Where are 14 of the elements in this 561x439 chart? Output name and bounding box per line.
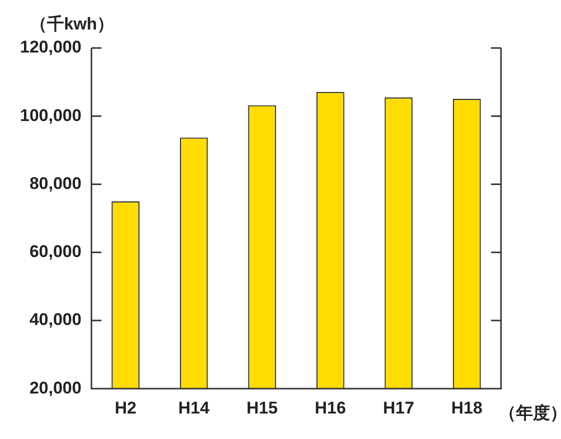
- x-axis-title: （年度）: [499, 403, 561, 422]
- y-tick-label: 20,000: [29, 378, 82, 398]
- y-tick-label: 40,000: [29, 310, 82, 330]
- x-tick-label: H2: [114, 398, 136, 418]
- x-tick-label: H14: [178, 398, 210, 418]
- y-tick-label: 80,000: [29, 174, 82, 193]
- x-tick-label: H18: [451, 398, 482, 418]
- y-tick-label: 60,000: [29, 242, 82, 262]
- y-tick-label: 120,000: [20, 38, 82, 57]
- x-tick-label: H17: [383, 398, 414, 418]
- x-tick-label: H15: [246, 398, 278, 418]
- y-tick-label: 100,000: [20, 106, 82, 125]
- y-axis-title: （千kwh）: [30, 14, 114, 34]
- x-tick-label: H16: [314, 398, 346, 418]
